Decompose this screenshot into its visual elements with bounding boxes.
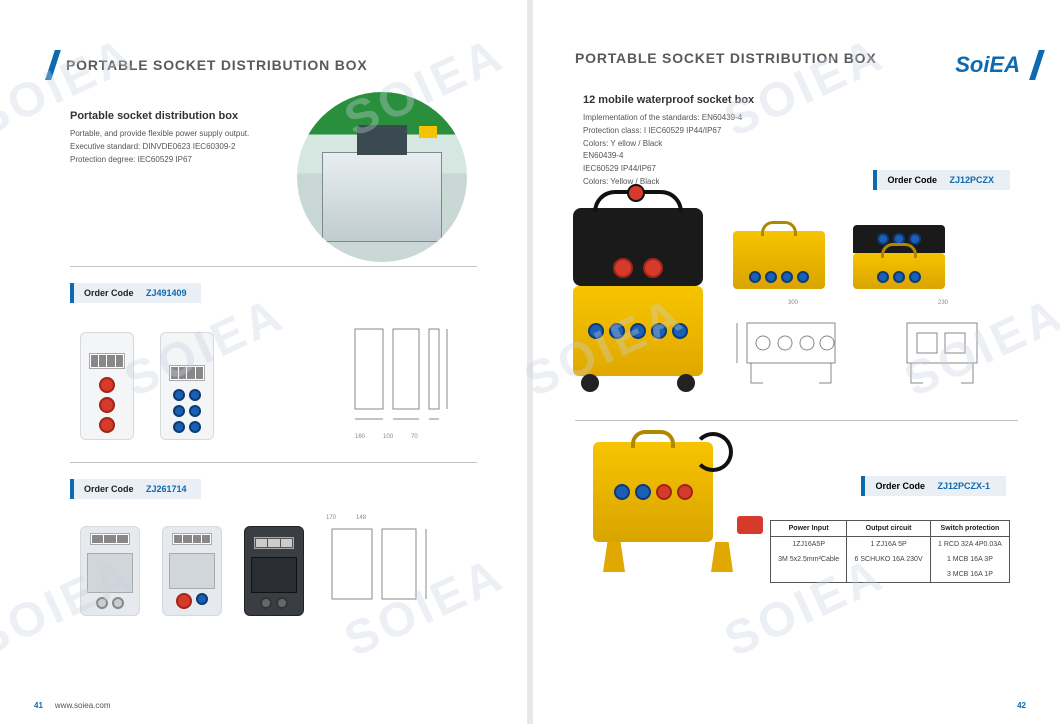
- product-variant: [853, 225, 945, 289]
- table-row: 1ZJ16A5P 1 ZJ16A 5P 1 RCD 32A 4P0.03A: [771, 537, 1010, 553]
- product-box: [160, 332, 214, 440]
- table-header: Output circuit: [847, 521, 931, 537]
- page-title: PORTABLE SOCKET DISTRIBUTION BOX: [66, 57, 367, 73]
- product-box: [80, 526, 140, 616]
- page-number: 41: [34, 701, 43, 710]
- table-cell: 1ZJ16A5P: [771, 537, 847, 553]
- order-code-text: Order Code: [84, 484, 134, 494]
- catalog-page-right: PORTABLE SOCKET DISTRIBUTION BOX SoiEA 1…: [533, 0, 1060, 724]
- table-cell: 6 SCHUKO 16A 230V: [847, 552, 931, 567]
- product-box: [162, 526, 222, 616]
- dim-value: 160: [355, 434, 365, 440]
- table-cell: 3M 5x2.5mm²Cable: [771, 552, 847, 567]
- table-cell: 1 ZJ16A 5P: [847, 537, 931, 553]
- dimension-drawing: 300: [733, 300, 853, 390]
- order-code-value: ZJ12PCZX: [949, 175, 994, 185]
- table-cell: [771, 567, 847, 583]
- table-header: Switch protection: [930, 521, 1009, 537]
- spec-table: Power Input Output circuit Switch protec…: [770, 520, 1010, 583]
- page-footer: 42: [533, 701, 1060, 710]
- product-row: 160 100 70: [0, 303, 527, 448]
- hero-image: [297, 92, 467, 262]
- order-code-text: Order Code: [875, 481, 925, 491]
- table-cell: 1 MCB 16A 3P: [930, 552, 1009, 567]
- intro-title: Portable socket distribution box: [70, 110, 527, 122]
- dimension-drawing: 160 100 70: [347, 319, 477, 440]
- order-code-text: Order Code: [84, 288, 134, 298]
- product-main: [573, 208, 703, 376]
- product-variant: [733, 231, 825, 289]
- order-code-text: Order Code: [887, 175, 937, 185]
- table-row: 3 MCB 16A 1P: [771, 567, 1010, 583]
- dim-value: 100: [383, 434, 393, 440]
- catalog-page-left: PORTABLE SOCKET DISTRIBUTION BOX Portabl…: [0, 0, 527, 724]
- dimension-drawings: 300 230: [733, 300, 1003, 390]
- divider: [70, 266, 477, 267]
- order-code-label: Order Code ZJ12PCZX-1: [861, 476, 1006, 496]
- product-row: 170 148: [0, 499, 527, 624]
- intro-line: Implementation of the standards: EN60439…: [583, 112, 1060, 125]
- intro-line: Protection class: I IEC60529 IP44/IP67: [583, 125, 1060, 138]
- order-code-label: Order Code ZJ261714: [70, 479, 201, 499]
- page-footer: 41 www.soiea.com: [0, 701, 527, 710]
- brand-logo: SoiEA: [955, 52, 1020, 78]
- dimension-drawing: 170 148: [326, 515, 436, 616]
- table-cell: [847, 567, 931, 583]
- order-code-label: Order Code ZJ491409: [70, 283, 201, 303]
- order-code-value: ZJ491409: [146, 288, 187, 298]
- divider: [70, 462, 477, 463]
- divider: [575, 420, 1018, 421]
- order-code-label: Order Code ZJ12PCZX: [873, 170, 1010, 190]
- dim-value: 70: [411, 434, 418, 440]
- accent-mark: [45, 50, 61, 80]
- table-row: 3M 5x2.5mm²Cable 6 SCHUKO 16A 230V 1 MCB…: [771, 552, 1010, 567]
- order-code-value: ZJ261714: [146, 484, 187, 494]
- product-main: [593, 442, 743, 572]
- table-cell: 3 MCB 16A 1P: [930, 567, 1009, 583]
- intro-line: EN60439-4: [583, 150, 1060, 163]
- page-title: PORTABLE SOCKET DISTRIBUTION BOX: [575, 50, 876, 66]
- dimension-drawing: 230: [883, 300, 1003, 390]
- product-variants-row: [733, 225, 945, 289]
- table-header-row: Power Input Output circuit Switch protec…: [771, 521, 1010, 537]
- product-box: [244, 526, 304, 616]
- product-box: [80, 332, 134, 440]
- footer-url: www.soiea.com: [55, 701, 111, 710]
- table-header: Power Input: [771, 521, 847, 537]
- intro-title: 12 mobile waterproof socket box: [583, 94, 1060, 106]
- page-number: 42: [1017, 701, 1026, 710]
- order-code-value: ZJ12PCZX-1: [937, 481, 990, 491]
- intro-line: Colors: Y ellow / Black: [583, 138, 1060, 151]
- table-cell: 1 RCD 32A 4P0.03A: [930, 537, 1009, 553]
